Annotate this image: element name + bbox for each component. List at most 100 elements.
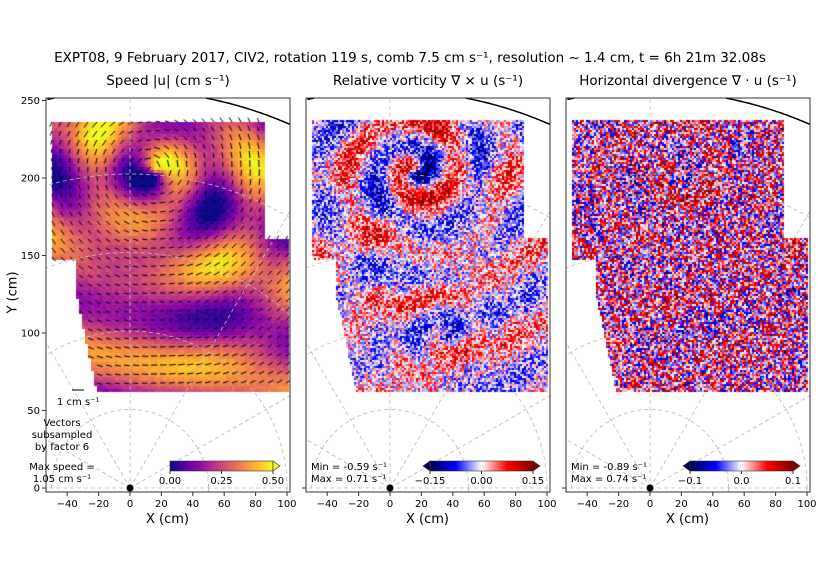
x-axis-label-vorticity: X (cm): [406, 512, 449, 527]
x-tick-label: 100: [797, 499, 816, 510]
grid-circle: [306, 173, 550, 218]
grid-circle: [571, 409, 729, 492]
vector-scale-label: 1 cm s⁻¹: [57, 397, 100, 408]
x-tick-label: 40: [186, 499, 199, 510]
y-tick-label: 150: [21, 251, 40, 262]
x-tick-label: 0: [387, 499, 393, 510]
tank-wall-arc: [307, 97, 551, 126]
x-tick-label: 20: [675, 499, 688, 510]
grid-circle: [46, 173, 290, 218]
divergence-field: [566, 98, 810, 492]
x-tick-label: 80: [249, 499, 262, 510]
grid-radial: [129, 210, 291, 489]
y-tick-label: 200: [21, 174, 40, 185]
colorbar: [169, 460, 274, 472]
y-tick-label: 0: [34, 484, 40, 495]
vorticity-minmax: Min = -0.59 s⁻¹ Max = 0.71 s⁻¹: [311, 462, 387, 486]
axes-frame: [565, 97, 811, 493]
x-tick-label: 40: [446, 499, 459, 510]
annotation-line: subsampled: [31, 430, 93, 441]
colorbar-tick-label: 0.15: [522, 476, 544, 487]
grid-radial: [649, 395, 811, 489]
x-axis-label-divergence: X (cm): [666, 512, 709, 527]
colorbar-extend-min: [422, 460, 431, 472]
colorbar-tick-label: −0.15: [415, 476, 446, 487]
colorbar-tick-label: 0.1: [785, 476, 801, 487]
y-axis-label: Y (cm): [5, 271, 21, 314]
polar-grid: [305, 97, 551, 493]
grid-circle: [51, 409, 209, 492]
polar-grid: [45, 97, 291, 493]
x-tick-label: −40: [57, 499, 78, 510]
grid-radial: [649, 210, 811, 489]
annotation-line: 1.05 cm s⁻¹: [32, 474, 92, 485]
grid-circle: [306, 330, 548, 492]
grid-radial: [389, 395, 551, 489]
divergence-minmax: Min = -0.89 s⁻¹ Max = 0.74 s⁻¹: [571, 462, 647, 486]
x-tick-label: 60: [478, 499, 491, 510]
x-tick-label: −20: [348, 499, 369, 510]
x-tick-label: 80: [769, 499, 782, 510]
grid-radial: [389, 210, 551, 489]
x-tick-label: 40: [706, 499, 719, 510]
subsample-note: Vectors subsampled by factor 6: [22, 418, 102, 454]
tank-wall-arc: [47, 97, 291, 126]
colorbar-tick-label: 0.00: [159, 476, 181, 487]
colorbar: [689, 460, 794, 472]
annotation-line: by factor 6: [34, 442, 90, 453]
x-tick-label: −40: [317, 499, 338, 510]
annotation-min: Min = -0.59 s⁻¹: [311, 462, 388, 473]
y-tick-label: 250: [21, 96, 40, 107]
tank-wall-arc: [567, 97, 811, 126]
max-speed-note: Max speed = 1.05 cm s⁻¹: [22, 462, 102, 486]
x-tick-label: 100: [537, 499, 556, 510]
colorbar-extend-min: [682, 460, 691, 472]
origin-marker: [386, 484, 394, 492]
x-tick-label: 60: [738, 499, 751, 510]
origin-marker: [126, 484, 134, 492]
annotation-line: Vectors: [43, 418, 81, 429]
vorticity-field: [306, 98, 550, 492]
x-axis-label-speed: X (cm): [146, 512, 189, 527]
x-tick-label: 60: [218, 499, 231, 510]
axes-frame: [305, 97, 551, 493]
colorbar-extend-max: [792, 460, 801, 472]
suptitle: EXPT08, 9 February 2017, CIV2, rotation …: [54, 50, 766, 66]
grid-radial: [129, 395, 291, 489]
grid-circle: [46, 252, 291, 316]
grid-circle: [306, 252, 551, 316]
polar-grid: [565, 97, 811, 493]
x-tick-label: −20: [608, 499, 629, 510]
annotation-min: Min = -0.89 s⁻¹: [571, 462, 648, 473]
annotation-max: Max = 0.74 s⁻¹: [571, 474, 647, 485]
colorbar-extend-max: [532, 460, 541, 472]
panel-title-speed: Speed |u| (cm s⁻¹): [106, 73, 230, 89]
colorbar-tick-label: 0.00: [470, 476, 492, 487]
grid-circle: [566, 173, 810, 218]
colorbar-tick-label: 0.50: [262, 476, 284, 487]
y-tick-label: 100: [21, 329, 40, 340]
origin-marker: [646, 484, 654, 492]
x-tick-label: 20: [415, 499, 428, 510]
grid-radial: [565, 342, 651, 489]
x-tick-label: 0: [647, 499, 653, 510]
grid-circle: [46, 330, 288, 492]
colorbar-tick-label: 0.25: [210, 476, 232, 487]
x-tick-label: −20: [88, 499, 109, 510]
grid-radial: [305, 439, 391, 489]
colorbar-extend-max: [272, 460, 281, 472]
colorbar: [429, 460, 534, 472]
colorbar-tick-label: −0.1: [678, 476, 702, 487]
y-tick-label: 50: [27, 406, 40, 417]
grid-circle: [566, 252, 811, 316]
grid-circle: [311, 409, 469, 492]
grid-radial: [305, 342, 391, 489]
panel-title-vorticity: Relative vorticity ∇ × u (s⁻¹): [332, 73, 524, 89]
colorbar-tick-label: 0.0: [734, 476, 750, 487]
panel-title-divergence: Horizontal divergence ∇ · u (s⁻¹): [579, 73, 797, 89]
grid-radial: [45, 439, 131, 489]
annotation-line: Max speed =: [29, 462, 95, 473]
annotation-max: Max = 0.71 s⁻¹: [311, 474, 387, 485]
x-tick-label: −40: [577, 499, 598, 510]
